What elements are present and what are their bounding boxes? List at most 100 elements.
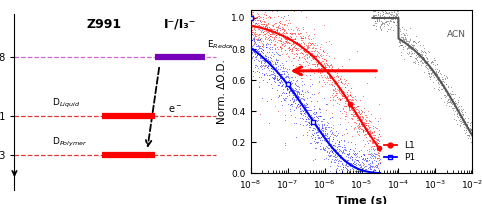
- Point: [370, 187, 378, 190]
- Point: [331, 161, 338, 164]
- Point: [352, 166, 360, 170]
- Point: [273, 41, 281, 44]
- Point: [425, 49, 432, 53]
- Point: [384, 20, 392, 23]
- Point: [316, 144, 323, 148]
- Point: [395, 20, 402, 23]
- Point: [269, 25, 277, 28]
- Point: [329, 126, 336, 130]
- Point: [248, 12, 255, 16]
- Point: [307, 116, 314, 119]
- Point: [328, 131, 336, 134]
- Point: [412, 41, 420, 44]
- Point: [374, 16, 382, 20]
- Point: [302, 124, 309, 127]
- Point: [465, 129, 472, 132]
- Point: [260, 73, 268, 76]
- Point: [274, 64, 281, 67]
- Point: [329, 137, 336, 141]
- Point: [256, 52, 264, 55]
- Point: [294, 84, 302, 88]
- Point: [375, 170, 383, 173]
- Point: [357, 187, 364, 191]
- Point: [308, 67, 315, 70]
- Point: [309, 56, 317, 59]
- Point: [301, 47, 308, 50]
- Point: [268, 28, 275, 31]
- Point: [304, 45, 311, 48]
- Point: [259, 15, 267, 18]
- Point: [455, 108, 463, 112]
- Point: [248, 38, 255, 41]
- Point: [372, 22, 380, 25]
- Point: [267, 34, 275, 38]
- Point: [251, 41, 259, 44]
- Point: [264, 27, 272, 30]
- Point: [262, 59, 270, 62]
- Point: [253, 15, 261, 19]
- Point: [359, 138, 366, 142]
- Point: [333, 84, 341, 87]
- Point: [412, 49, 419, 52]
- Point: [293, 41, 301, 44]
- Point: [388, 8, 396, 11]
- Point: [316, 69, 324, 72]
- Point: [461, 124, 469, 127]
- Point: [356, 112, 363, 115]
- Point: [300, 103, 308, 106]
- Point: [278, 81, 286, 84]
- Point: [249, 46, 256, 50]
- Point: [289, 32, 296, 35]
- Point: [355, 134, 363, 137]
- Point: [443, 93, 451, 96]
- Point: [264, 67, 272, 70]
- Point: [295, 102, 302, 105]
- Point: [417, 64, 425, 67]
- Point: [419, 50, 427, 53]
- Point: [283, 74, 291, 78]
- Point: [329, 95, 337, 98]
- Point: [264, 58, 272, 61]
- Point: [375, 154, 383, 157]
- Point: [313, 99, 321, 103]
- Point: [261, 25, 269, 28]
- Point: [249, 74, 256, 77]
- Point: [380, 18, 388, 21]
- Point: [375, 3, 383, 6]
- Point: [359, 129, 367, 132]
- Point: [256, 15, 264, 19]
- Point: [266, 15, 273, 18]
- Point: [361, 158, 369, 161]
- Point: [309, 46, 317, 49]
- Point: [260, 26, 268, 29]
- Point: [281, 67, 289, 70]
- Point: [320, 58, 328, 61]
- Point: [291, 38, 299, 41]
- Point: [336, 164, 344, 167]
- Point: [284, 40, 292, 43]
- Point: [306, 40, 313, 43]
- Point: [279, 87, 287, 90]
- Point: [315, 137, 322, 140]
- Point: [349, 170, 357, 173]
- Point: [286, 108, 294, 111]
- Point: [427, 61, 434, 64]
- Point: [343, 153, 350, 156]
- Point: [257, 20, 265, 24]
- Point: [280, 24, 288, 27]
- Point: [263, 73, 270, 76]
- Point: [259, 43, 267, 46]
- Point: [262, 11, 269, 14]
- Point: [303, 55, 311, 58]
- Point: [266, 61, 274, 64]
- Point: [319, 64, 326, 68]
- Point: [285, 91, 293, 94]
- Point: [286, 89, 294, 92]
- Point: [282, 91, 290, 94]
- Point: [354, 167, 362, 170]
- Point: [345, 108, 353, 111]
- Point: [349, 113, 357, 117]
- Point: [249, 69, 256, 72]
- Point: [295, 42, 302, 45]
- Point: [277, 39, 284, 42]
